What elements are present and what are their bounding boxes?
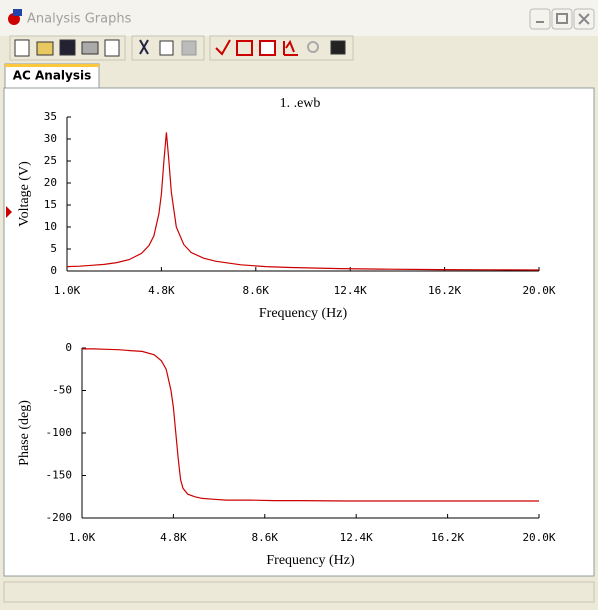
charts: 1. .ewb 0 5 10 15 20 25 30 35 1.0K 4.8K 8.6K 12.4K 16… xyxy=(17,96,556,568)
y-tick-label: 5 xyxy=(50,242,57,255)
x-tick-label: 8.6K xyxy=(252,531,279,544)
graph-panel xyxy=(3,87,595,577)
y-tick-label: 20 xyxy=(44,176,57,189)
status-bar xyxy=(3,581,595,603)
x-tick-label: 1.0K xyxy=(54,284,81,297)
y-tick-label: 10 xyxy=(44,220,57,233)
y-tick-label: 25 xyxy=(44,154,57,167)
paste-button[interactable] xyxy=(181,40,197,56)
restore-button[interactable] xyxy=(330,40,346,55)
x-tick-label: 16.2K xyxy=(431,531,464,544)
y-tick-label: 30 xyxy=(44,132,57,145)
data-line xyxy=(66,132,540,271)
y-tick-label: -200 xyxy=(46,511,73,524)
open-button[interactable] xyxy=(36,41,54,56)
cursor-button[interactable] xyxy=(283,39,298,56)
toolbar-group xyxy=(209,35,354,61)
selected-marker xyxy=(6,206,12,218)
x-tick-label: 12.4K xyxy=(334,284,367,297)
icon xyxy=(578,13,590,25)
copy-button[interactable] xyxy=(159,40,174,56)
chart-title: 1. .ewb xyxy=(280,96,321,111)
app-icon xyxy=(13,9,22,16)
x-tick-label: 20.0K xyxy=(522,284,555,297)
grid-button[interactable] xyxy=(236,40,253,56)
legend-button[interactable] xyxy=(259,40,276,56)
x-tick-label: 8.6K xyxy=(243,284,270,297)
y-tick-label: -50 xyxy=(52,384,72,397)
y-tick-label: -100 xyxy=(46,426,73,439)
y-tick-label: -150 xyxy=(46,469,73,482)
print-button[interactable] xyxy=(81,41,99,55)
tab[interactable] xyxy=(4,63,100,89)
cut-button[interactable] xyxy=(139,39,149,55)
save-button[interactable] xyxy=(59,39,76,56)
select-button[interactable] xyxy=(215,39,231,56)
window-buttons xyxy=(529,8,595,30)
y-axis-label: Phase (deg) xyxy=(17,400,32,466)
maximize-button[interactable] xyxy=(551,8,573,30)
x-tick-label: 12.4K xyxy=(340,531,373,544)
y-tick-label: 35 xyxy=(44,110,57,123)
x-axis-label: Frequency (Hz) xyxy=(266,553,355,568)
preview-button[interactable] xyxy=(104,39,120,57)
x-axis-label: Frequency (Hz) xyxy=(259,306,348,321)
window-title: Analysis Graphs xyxy=(27,12,132,27)
y-axis-label: Voltage (V) xyxy=(17,161,32,227)
tab-label[interactable]: AC Analysis xyxy=(13,69,92,83)
icon xyxy=(536,21,544,23)
icon xyxy=(556,13,568,24)
x-tick-label: 16.2K xyxy=(428,284,461,297)
y-tick-label: 0 xyxy=(65,341,72,354)
tab-highlight xyxy=(5,64,99,67)
x-tick-label: 1.0K xyxy=(69,531,96,544)
new-button[interactable] xyxy=(14,39,30,57)
y-tick-label: 0 xyxy=(50,264,57,277)
y-tick-label: 15 xyxy=(44,198,57,211)
zoom-button[interactable] xyxy=(307,41,319,53)
title-bar xyxy=(0,0,598,36)
data-line xyxy=(82,348,539,502)
x-tick-label: 20.0K xyxy=(522,531,555,544)
toolbar xyxy=(9,35,354,61)
x-tick-label: 4.8K xyxy=(160,531,187,544)
minimize-button[interactable] xyxy=(529,8,551,30)
x-tick-label: 4.8K xyxy=(148,284,175,297)
